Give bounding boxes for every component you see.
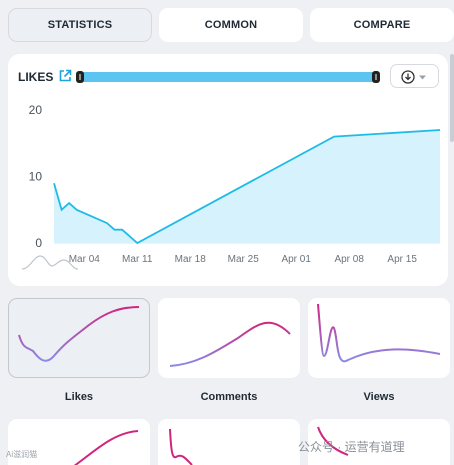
x-tick-label: Apr 15: [387, 254, 417, 265]
mini-views-sparkline: [317, 303, 441, 363]
y-tick-label: 20: [29, 103, 43, 117]
mini-label-likes: Likes: [64, 391, 94, 403]
x-tick-label: Mar 25: [228, 254, 260, 265]
mini-chart-row2-3[interactable]: [308, 419, 450, 465]
x-tick-label: Mar 04: [69, 254, 101, 265]
date-range-slider[interactable]: [76, 71, 380, 83]
tab-label: COMPARE: [353, 19, 411, 31]
distribution-mini-icon: [21, 255, 79, 270]
mini-row2-sparkline-3: [317, 426, 349, 456]
download-button[interactable]: [390, 64, 439, 88]
mini-likes-sparkline: [18, 306, 140, 362]
chevron-down-icon: [419, 75, 426, 80]
chart-title: LIKES: [18, 70, 54, 84]
tab-statistics[interactable]: STATISTICS: [8, 8, 152, 42]
y-tick-label: 0: [35, 236, 42, 250]
mini-row2-sparkline-2: [169, 428, 193, 465]
x-tick-label: Mar 11: [122, 254, 153, 265]
range-handle-end[interactable]: [372, 71, 380, 83]
mini-chart-comments[interactable]: [158, 298, 300, 378]
watermark-right: 公众号 · 运营有道理: [298, 440, 405, 454]
likes-area-chart[interactable]: 20 10 0 Mar 04 Mar 11 Mar 18 Mar 25 Apr 01 Apr 0…: [8, 54, 448, 286]
y-tick-label: 10: [29, 170, 43, 184]
download-icon: [401, 70, 415, 84]
x-tick-label: Apr 01: [281, 254, 311, 265]
mini-row2-sparkline-1: [73, 430, 139, 465]
scrollbar[interactable]: [450, 54, 454, 142]
tab-label: COMMON: [204, 19, 258, 31]
mini-label-views: Views: [363, 391, 395, 403]
mini-chart-likes[interactable]: [8, 298, 150, 378]
mini-chart-views[interactable]: [308, 298, 450, 378]
series-area-likes: [54, 130, 440, 243]
mini-comments-sparkline: [169, 321, 291, 367]
x-tick-label: Apr 08: [334, 254, 364, 265]
x-tick-label: Mar 18: [175, 254, 207, 265]
mini-chart-row2-2[interactable]: [158, 419, 300, 465]
mini-chart-row2-1[interactable]: [8, 419, 150, 465]
watermark-left: Ai滋润猫: [6, 450, 38, 459]
series-line-likes: [53, 129, 441, 245]
external-link-icon[interactable]: [58, 69, 72, 83]
likes-chart-card: 20 10 0 Mar 04 Mar 11 Mar 18 Mar 25 Apr 01 Apr 0…: [8, 54, 448, 286]
tab-common[interactable]: COMMON: [159, 8, 303, 42]
range-handle-start[interactable]: [76, 71, 84, 83]
tab-compare[interactable]: COMPARE: [310, 8, 454, 42]
mini-label-comments: Comments: [200, 391, 258, 403]
tab-label: STATISTICS: [47, 19, 113, 31]
